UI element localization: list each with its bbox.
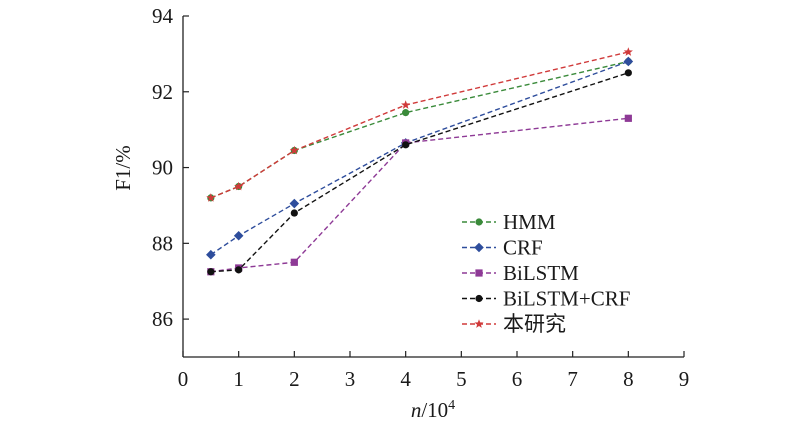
y-tick-label: 86 — [152, 307, 173, 331]
data-point-2-4 — [624, 114, 632, 122]
series-4 — [206, 47, 633, 202]
series-3 — [207, 69, 632, 276]
data-point-3-3 — [402, 141, 410, 149]
legend-swatch-marker — [475, 218, 483, 226]
data-point-1-0 — [206, 249, 216, 260]
y-tick-label: 94 — [152, 4, 174, 28]
x-axis-title-main: /10 — [421, 398, 448, 422]
x-axis-title-sup: 4 — [448, 398, 455, 413]
legend-entry-2: BiLSTM — [462, 261, 579, 285]
x-tick-label: 3 — [345, 367, 356, 391]
x-tick-label: 6 — [512, 367, 523, 391]
series-group — [206, 47, 634, 276]
data-point-4-2 — [289, 145, 299, 155]
data-point-4-4 — [623, 47, 633, 56]
legend-entry-4: 本研究 — [462, 312, 566, 336]
legend-swatch-marker — [475, 294, 483, 303]
data-point-3-1 — [235, 266, 243, 274]
data-point-3-0 — [207, 268, 215, 276]
legend-entry-1: CRF — [462, 236, 543, 260]
series-1 — [206, 56, 634, 260]
data-point-4-0 — [206, 193, 216, 202]
data-point-1-2 — [289, 198, 300, 209]
y-tick-label: 92 — [152, 80, 173, 104]
y-axis-title: F1/% — [111, 145, 135, 191]
legend-swatch-marker — [474, 242, 484, 253]
legend-label: BiLSTM+CRF — [503, 287, 630, 311]
series-0 — [207, 57, 632, 202]
series-line-1 — [210, 60, 629, 256]
y-tick-label: 90 — [152, 156, 173, 180]
x-axis-title: n/104 — [411, 398, 455, 422]
axes: 0 1 2 3 4 5 6 7 8 9 86 88 90 92 94 — [152, 4, 689, 391]
data-point-3-4 — [624, 69, 632, 77]
legend-swatch-marker — [474, 319, 484, 328]
data-point-1-1 — [233, 230, 244, 241]
series-2 — [207, 114, 632, 276]
legend-swatch-marker — [475, 269, 483, 277]
series-line-3 — [210, 72, 629, 273]
x-axis-title-var: n — [411, 398, 422, 422]
x-tick-label: 2 — [289, 367, 300, 391]
data-point-1-4 — [623, 56, 634, 67]
legend-entry-3: BiLSTM+CRF — [462, 287, 630, 311]
legend-entry-0: HMM — [462, 210, 556, 234]
x-tick-label: 9 — [679, 367, 690, 391]
legend-label: 本研究 — [503, 312, 566, 336]
y-tick-label: 88 — [152, 231, 173, 255]
legend-label: BiLSTM — [503, 261, 579, 285]
legend-label: HMM — [503, 210, 556, 234]
data-point-3-2 — [290, 209, 298, 217]
x-tick-label: 4 — [400, 367, 411, 391]
data-point-0-3 — [402, 109, 410, 117]
data-point-2-2 — [290, 258, 298, 266]
x-tick-label: 8 — [623, 367, 634, 391]
series-line-2 — [210, 117, 629, 273]
x-tick-label: 5 — [456, 367, 467, 391]
series-line-0 — [210, 60, 629, 199]
x-tick-label: 7 — [567, 367, 578, 391]
legend-label: CRF — [503, 236, 543, 260]
data-point-4-1 — [234, 181, 244, 191]
x-tick-label: 0 — [178, 367, 189, 391]
x-tick-label: 1 — [233, 367, 244, 391]
data-point-4-3 — [401, 100, 411, 109]
